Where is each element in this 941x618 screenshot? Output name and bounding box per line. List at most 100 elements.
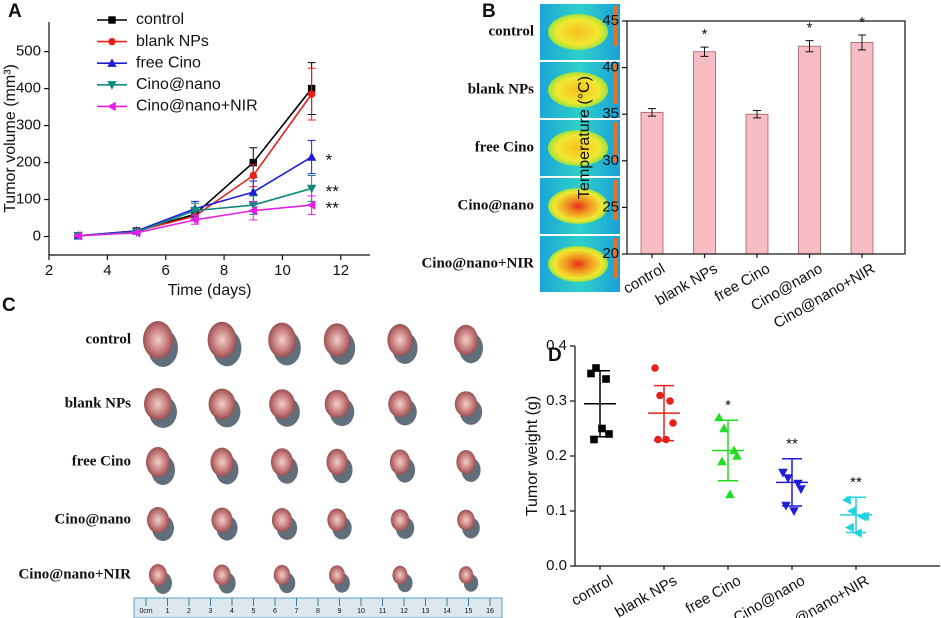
marker: [306, 184, 317, 194]
marker: [307, 90, 316, 98]
marker: [789, 507, 799, 517]
x-axis-title: Time (days): [168, 282, 252, 299]
thermal-images: control blank NPs free Cino Cino@nano Cino@n…: [421, 4, 620, 292]
marker: [248, 205, 257, 216]
tumor: [143, 321, 173, 359]
marker: [656, 391, 664, 400]
sd-bar: [846, 496, 866, 534]
y-tick-label: 45: [602, 12, 619, 29]
marker: [783, 474, 793, 484]
y-tick-label: 0.0: [546, 557, 567, 574]
thermal-label: Cino@nano: [458, 197, 534, 213]
tumor: [271, 508, 293, 532]
marker: [651, 364, 659, 372]
tumor: [392, 565, 408, 585]
marker: [190, 206, 200, 216]
ruler-label: 7: [295, 608, 299, 615]
marker: [249, 171, 257, 180]
tumor: [207, 321, 237, 359]
tumor: [389, 449, 411, 475]
tumor: [388, 390, 412, 418]
tumor: [323, 323, 351, 357]
panel-label: C: [2, 295, 16, 316]
row-label: free Cino: [72, 453, 131, 469]
tumor: [210, 447, 234, 477]
tumor: [270, 448, 294, 476]
bar: [798, 45, 821, 255]
bar: [745, 113, 769, 255]
mouse-hotspot: [548, 246, 608, 282]
panel-label: A: [8, 1, 22, 22]
error-bar: [648, 108, 656, 117]
thermal-label: blank NPs: [468, 81, 534, 97]
annotation: *: [702, 26, 708, 43]
ruler-label: 10: [357, 608, 365, 615]
marker: [654, 435, 662, 444]
tumor: [268, 322, 296, 358]
y-tick-label: 0.3: [546, 392, 567, 409]
y-tick-label: 25: [602, 198, 619, 215]
ruler-label: 2: [187, 608, 191, 615]
x-tick-label: 4: [103, 262, 111, 279]
thermal-scale: [613, 64, 618, 104]
y-tick-label: 300: [16, 117, 41, 134]
ruler-label: 14: [443, 608, 451, 615]
thermal-scale: [613, 180, 618, 220]
x-tick-label: 10: [274, 262, 291, 279]
marker: [73, 231, 82, 241]
legend-label: control: [136, 11, 184, 28]
row-label: blank NPs: [65, 395, 131, 411]
legend-label: Cino@nano+NIR: [136, 98, 258, 115]
y-tick-label: 35: [602, 105, 619, 122]
y-axis-title: Temperature (°C): [576, 76, 593, 199]
annotation: *: [807, 20, 813, 37]
y-tick-label: 0.2: [546, 447, 567, 464]
marker: [107, 58, 117, 67]
marker: [778, 468, 788, 478]
tumor: [454, 391, 478, 417]
error-bar: [753, 109, 761, 119]
ruler-label: 1: [166, 608, 170, 615]
y-tick-label: 0: [33, 227, 41, 244]
y-tick-label: 30: [602, 152, 619, 169]
row-label: Cino@nano: [55, 511, 131, 527]
thermal-scale: [613, 238, 618, 278]
thermal-label: control: [488, 23, 534, 39]
marker: [598, 424, 606, 433]
marker: [732, 450, 742, 460]
ruler-label: 15: [465, 608, 473, 615]
tumor: [146, 447, 170, 477]
y-tick-label: 400: [16, 80, 41, 97]
x-tick-label: 2: [45, 262, 53, 279]
annotation: **: [326, 199, 340, 218]
annotation: **: [786, 436, 798, 453]
y-tick-label: 20: [602, 245, 619, 262]
tumor: [457, 509, 475, 531]
y-tick-label: 0.1: [546, 502, 567, 519]
ruler-label: 16: [486, 608, 494, 615]
thermal-label: Cino@nano+NIR: [421, 255, 534, 271]
tumor: [144, 388, 172, 420]
bar: [640, 111, 664, 255]
sd-bar: [654, 384, 674, 442]
plot-frame: [626, 20, 906, 255]
mouse-hotspot: [548, 72, 608, 108]
mouse-hotspot: [548, 188, 608, 224]
error-bar: [700, 46, 709, 57]
x-tick-label: blank NPs: [612, 572, 680, 618]
tumor: [454, 324, 478, 356]
sd-bar: [782, 458, 802, 507]
tumor: [211, 507, 233, 533]
panel-label: B: [482, 1, 496, 22]
ruler-label: 3: [209, 608, 213, 615]
marker: [846, 506, 856, 516]
y-tick-label: 500: [16, 43, 41, 60]
marker: [306, 200, 316, 210]
tumor: [326, 448, 348, 476]
tumor: [387, 324, 413, 356]
marker: [844, 522, 854, 533]
mouse-hotspot: [548, 14, 608, 50]
marker: [248, 187, 258, 196]
thermal-scale: [613, 6, 618, 46]
